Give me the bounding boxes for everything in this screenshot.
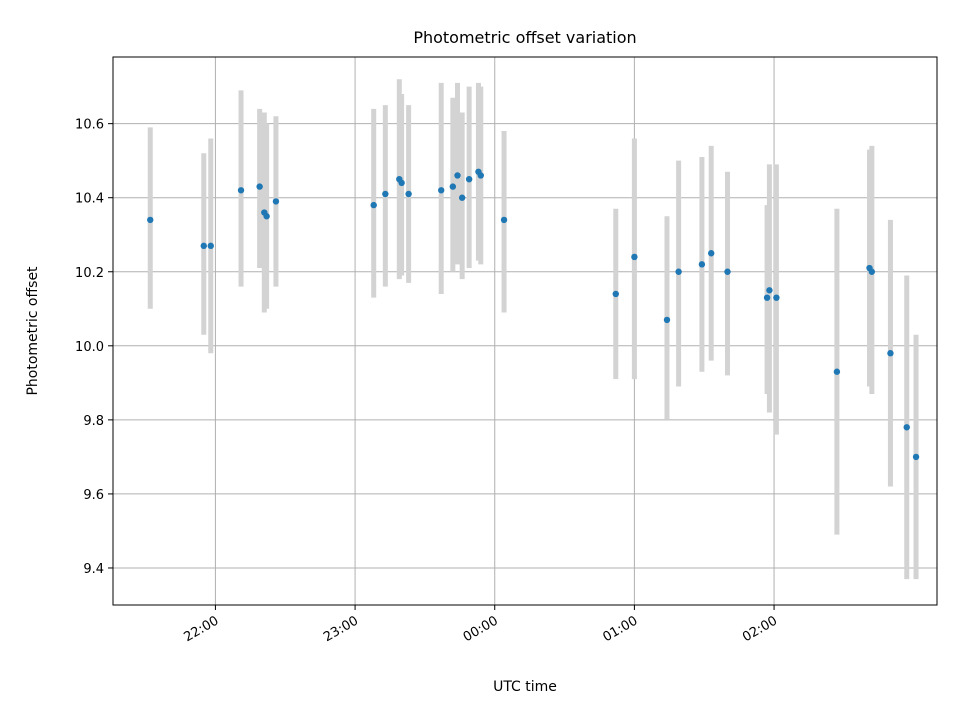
data-point [200,242,207,250]
grid [113,57,937,605]
data-point [500,216,508,224]
data-point [405,190,412,198]
y-tick-label: 9.8 [83,414,104,429]
data-point [477,172,484,179]
data-point [708,250,715,257]
data-points [147,168,920,461]
data-point [663,316,671,324]
data-point [256,183,263,190]
data-point [912,453,920,461]
data-point [773,294,780,301]
y-tick-label: 9.6 [83,488,104,503]
y-tick-label: 10.4 [75,192,104,207]
data-point [903,424,910,431]
y-axis-ticks: 9.4 9.6 9.8 10.0 10.2 10.4 10.6 [75,118,113,577]
data-point [698,261,706,268]
y-tick-label: 10.6 [75,118,104,133]
data-point [868,268,876,275]
data-point [675,268,682,275]
data-point [465,175,473,183]
data-point [272,198,280,205]
chart-title: Photometric offset variation [413,28,636,47]
data-point [833,368,841,375]
y-tick-label: 10.0 [75,340,104,355]
data-point [612,290,619,298]
y-tick-label: 9.4 [83,562,104,577]
data-point [398,179,405,187]
data-point [887,350,894,357]
x-axis-label: UTC time [493,679,557,695]
data-point [263,213,270,220]
y-axis-label: Photometric offset [25,266,41,396]
data-point [237,187,245,194]
data-point [631,253,638,261]
data-point [763,294,771,301]
data-point [370,201,377,209]
data-point [382,190,389,198]
data-point [454,172,461,179]
y-tick-label: 10.2 [75,266,104,281]
data-point [207,242,214,250]
data-point [458,194,466,201]
data-point [724,268,731,275]
plot-frame [112,56,938,606]
data-point [438,187,445,194]
data-point [766,287,773,294]
data-point [449,183,457,190]
data-point [147,216,154,224]
